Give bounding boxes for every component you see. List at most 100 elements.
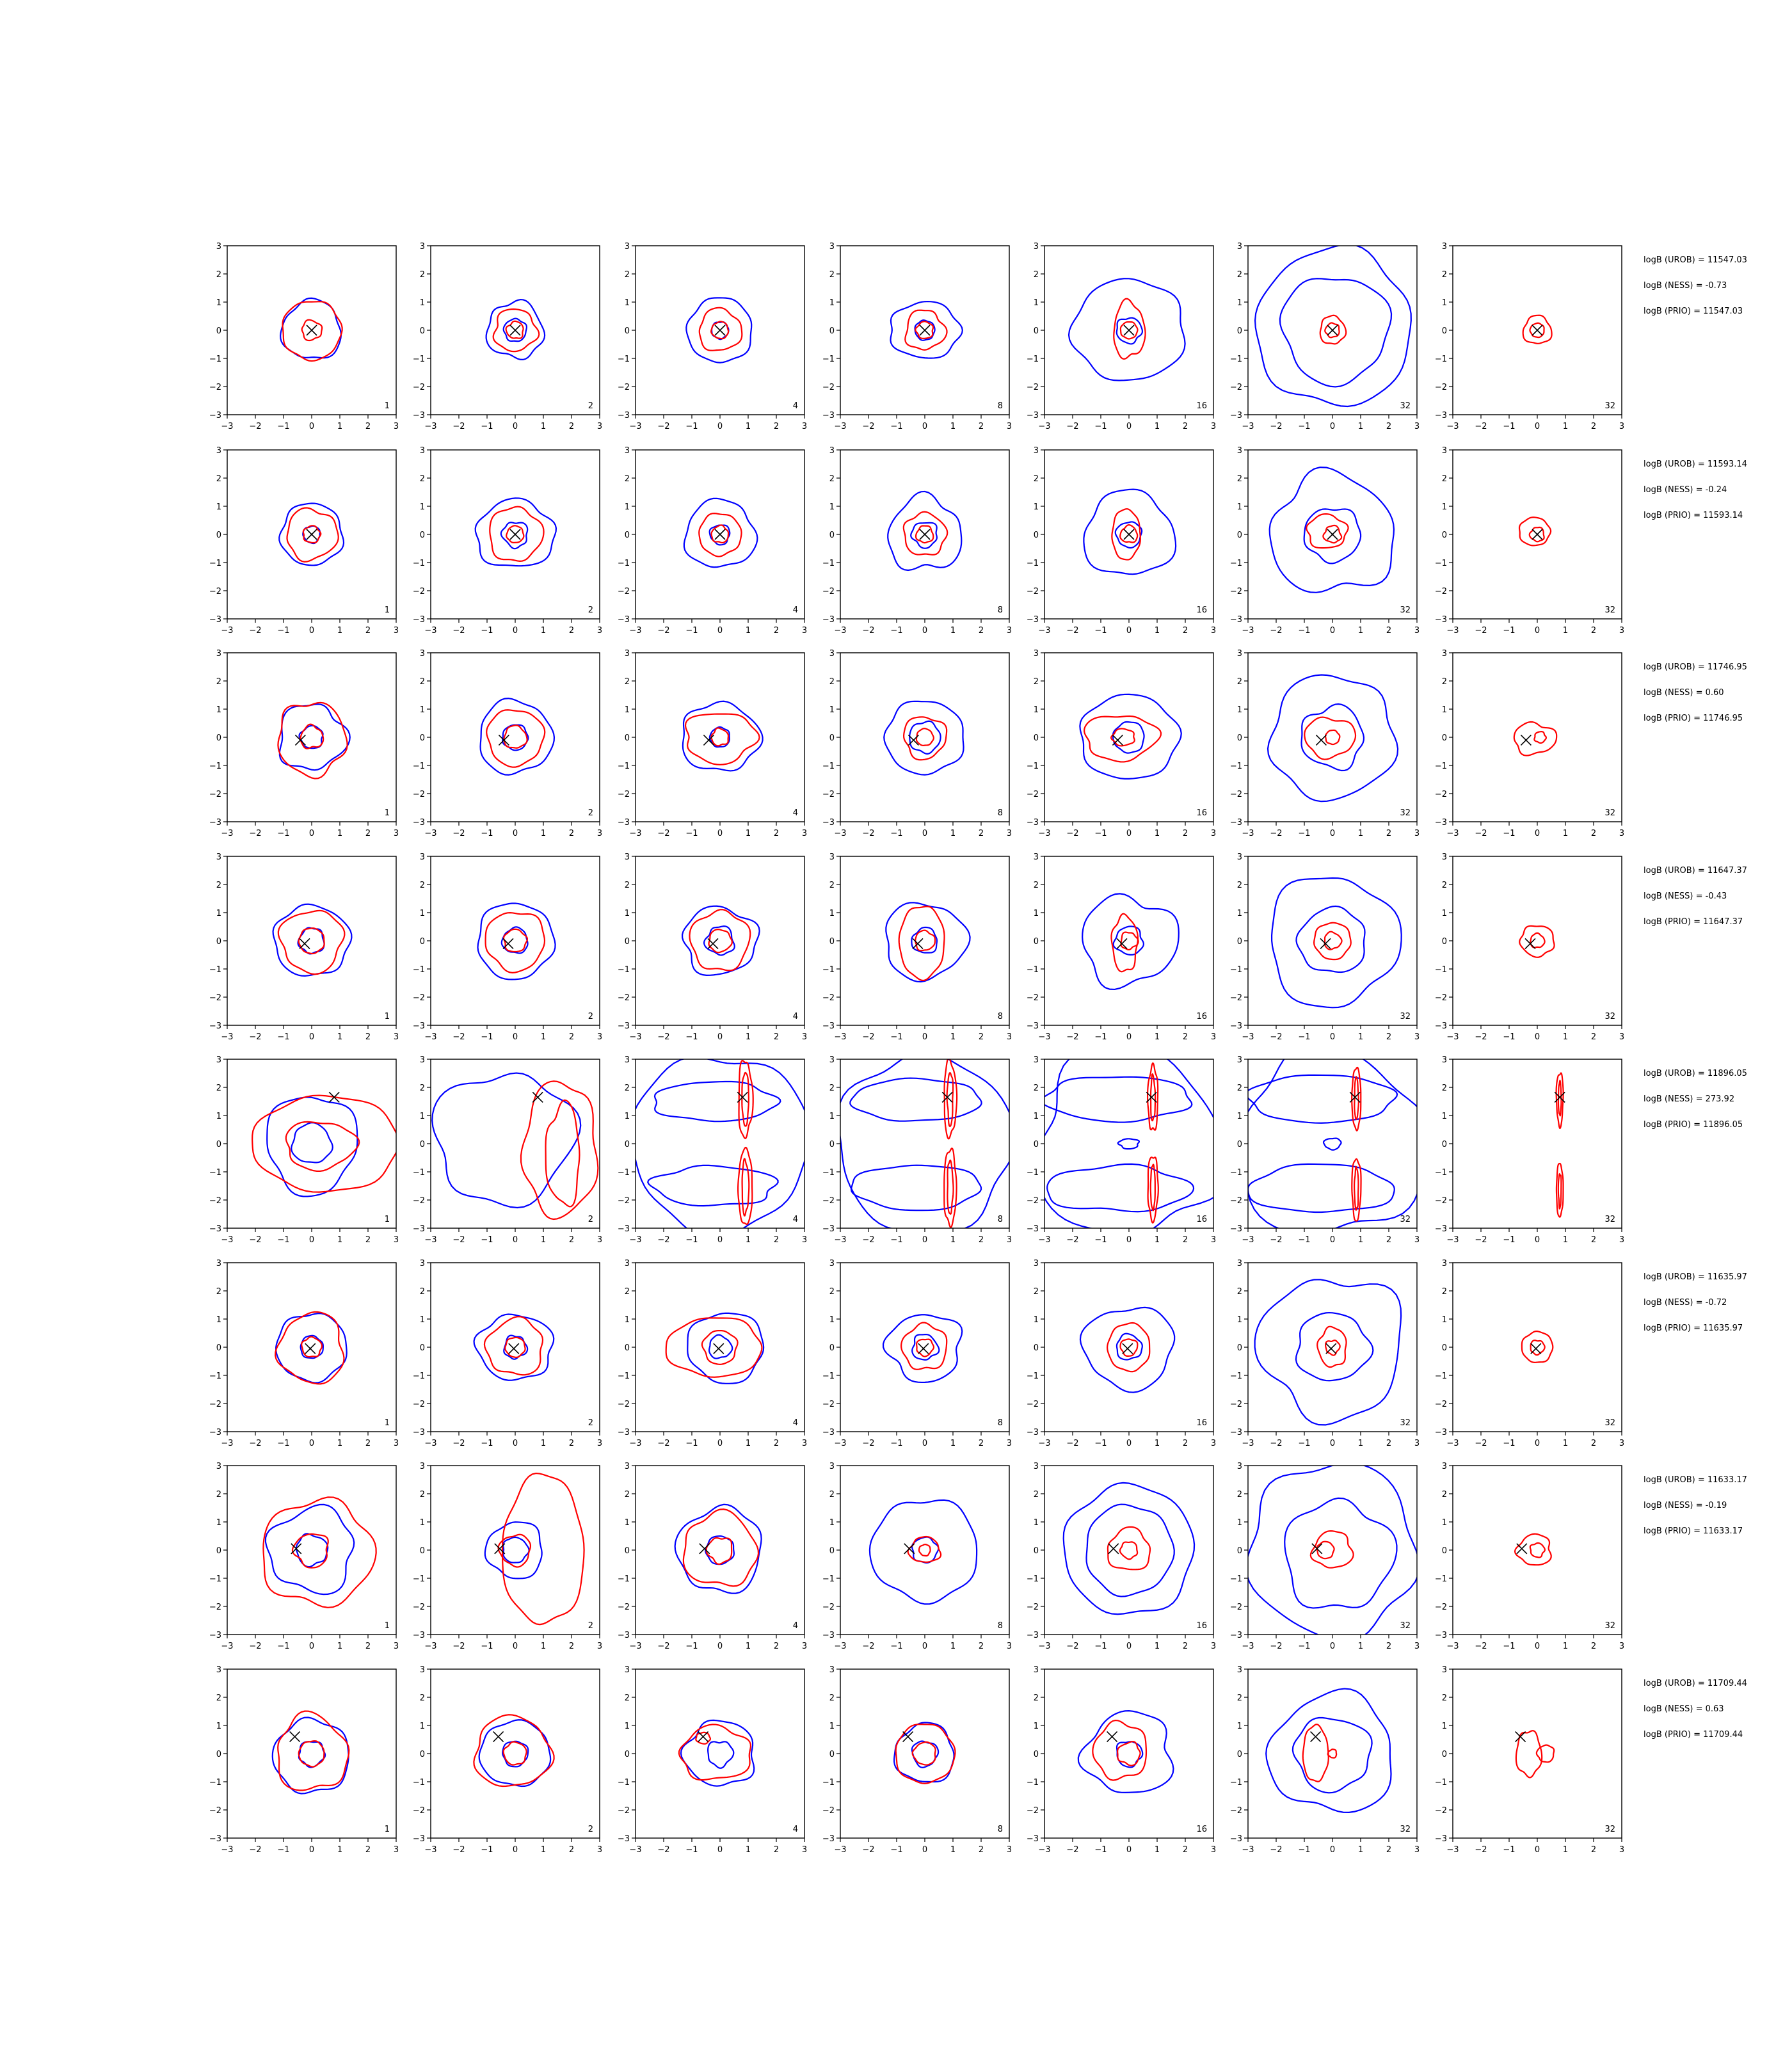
plot-area — [1079, 1306, 1176, 1393]
x-tick-label: 1 — [1563, 1845, 1568, 1855]
x-tick-label: −3 — [1242, 1642, 1254, 1651]
x-tick-label: 2 — [1183, 1642, 1188, 1651]
x-tick-label: 1 — [1358, 1845, 1363, 1855]
contour-panel: −3 −2 −1 0 1 2 3 −3 −2 −1 0 1 2 3 32 — [1230, 242, 1420, 431]
red-contour — [1146, 1062, 1159, 1131]
x-tick-label: 0 — [717, 422, 723, 431]
x-tick-label: −2 — [657, 829, 669, 838]
y-tick-label: −2 — [209, 1806, 221, 1816]
red-contour — [1147, 1156, 1159, 1224]
x-tick-label: −2 — [657, 1032, 669, 1042]
x-tick-label: 0 — [513, 1235, 518, 1245]
x-tick-label: 2 — [1183, 1439, 1188, 1448]
panel-label: 16 — [1196, 1621, 1207, 1631]
x-tick-label: −3 — [1038, 626, 1050, 636]
x-tick-label: −3 — [629, 1439, 641, 1448]
red-contour — [1324, 729, 1341, 746]
x-tick-label: −2 — [1475, 1845, 1487, 1855]
x-tick-label: −1 — [481, 1235, 493, 1245]
y-tick-label: 3 — [420, 1259, 425, 1268]
y-tick-label: −3 — [1230, 818, 1242, 828]
x-tick-label: 0 — [1330, 1845, 1335, 1855]
x-tick-label: −1 — [277, 1032, 289, 1042]
true-value-marker — [714, 324, 726, 336]
blue-contour — [1044, 1059, 1213, 1228]
blue-contour — [890, 300, 963, 359]
red-contour — [506, 525, 525, 543]
panel-row: −3 −2 −1 0 1 2 3 −3 −2 −1 0 1 2 3 1 −3 −2 −1 0 1 2 3 −3 −2 −1 0 1 2… — [209, 1055, 1747, 1245]
x-tick-label: 1 — [1155, 422, 1160, 431]
blue-contour — [275, 1313, 348, 1384]
stat-label: logB (NESS) = -0.43 — [1644, 892, 1727, 901]
x-tick-label: 1 — [1155, 1439, 1160, 1448]
panel-label: 2 — [588, 605, 593, 615]
y-tick-label: −3 — [413, 1021, 425, 1031]
y-tick-label: −1 — [413, 1778, 425, 1788]
red-contour — [904, 309, 948, 351]
blue-contour — [479, 698, 556, 776]
x-tick-label: 3 — [1414, 1235, 1420, 1245]
true-value-marker — [912, 938, 924, 949]
y-tick-label: 2 — [420, 1490, 425, 1500]
y-tick-label: −1 — [209, 965, 221, 975]
y-tick-label: −3 — [413, 1224, 425, 1234]
y-tick-label: −3 — [413, 615, 425, 625]
y-tick-label: −1 — [822, 762, 835, 771]
x-tick-label: −2 — [249, 1439, 261, 1448]
y-tick-label: 1 — [420, 1722, 425, 1731]
true-value-marker — [703, 734, 714, 746]
y-tick-label: 1 — [420, 1112, 425, 1121]
blue-contour — [1248, 1074, 1398, 1124]
red-contour — [520, 1080, 599, 1220]
plot-area — [883, 700, 964, 776]
x-tick-label: 1 — [746, 1235, 751, 1245]
contour-panel: −3 −2 −1 0 1 2 3 −3 −2 −1 0 1 2 3 32 — [1435, 1665, 1624, 1855]
y-tick-label: −2 — [209, 1196, 221, 1206]
y-tick-label: 1 — [625, 1518, 630, 1528]
x-tick-label: −2 — [1270, 626, 1282, 636]
y-tick-label: −1 — [1435, 559, 1447, 568]
y-tick-label: 2 — [1442, 1490, 1447, 1500]
red-contour — [1535, 1744, 1555, 1763]
x-tick-label: −1 — [890, 1032, 902, 1042]
x-tick-label: −1 — [1503, 1235, 1515, 1245]
y-tick-label: −2 — [413, 993, 425, 1003]
y-tick-label: −1 — [618, 355, 630, 364]
red-contour — [1555, 1072, 1564, 1129]
x-tick-label: 3 — [394, 626, 399, 636]
red-contour — [1111, 508, 1141, 561]
y-tick-label: −2 — [1230, 993, 1242, 1003]
y-tick-label: −1 — [618, 965, 630, 975]
y-tick-label: −2 — [1230, 790, 1242, 799]
x-tick-label: −3 — [1038, 422, 1050, 431]
panel-label: 32 — [1400, 808, 1411, 818]
plot-area — [473, 1714, 555, 1788]
x-tick-label: 3 — [802, 1235, 807, 1245]
plot-area — [674, 1503, 762, 1594]
y-tick-label: 0 — [625, 1343, 630, 1353]
y-tick-label: 0 — [420, 531, 425, 540]
x-tick-label: −1 — [1298, 422, 1310, 431]
contour-panel: −3 −2 −1 0 1 2 3 −3 −2 −1 0 1 2 3 2 — [413, 1462, 602, 1651]
y-tick-label: 0 — [1442, 937, 1447, 947]
y-tick-label: 3 — [420, 852, 425, 862]
red-contour — [947, 1159, 954, 1215]
red-contour — [1514, 1533, 1552, 1566]
blue-contour — [1254, 246, 1412, 408]
red-contour — [1324, 322, 1340, 339]
x-tick-label: −3 — [424, 1642, 436, 1651]
panel-label: 2 — [588, 401, 593, 411]
red-contour — [741, 1071, 749, 1127]
plot-area — [1254, 246, 1412, 408]
red-contour — [895, 1724, 956, 1784]
y-tick-label: 2 — [1034, 1490, 1039, 1500]
y-tick-label: −2 — [1027, 587, 1039, 596]
contour-panel: −3 −2 −1 0 1 2 3 −3 −2 −1 0 1 2 3 8 — [822, 1462, 1012, 1651]
y-tick-label: −3 — [1435, 818, 1447, 828]
x-tick-label: −1 — [481, 1032, 493, 1042]
y-tick-label: −2 — [413, 383, 425, 392]
contour-panel: −3 −2 −1 0 1 2 3 −3 −2 −1 0 1 2 3 4 — [618, 1665, 807, 1855]
y-tick-label: −2 — [413, 1196, 425, 1206]
panel-label: 1 — [385, 1215, 390, 1224]
x-tick-label: 2 — [774, 829, 779, 838]
